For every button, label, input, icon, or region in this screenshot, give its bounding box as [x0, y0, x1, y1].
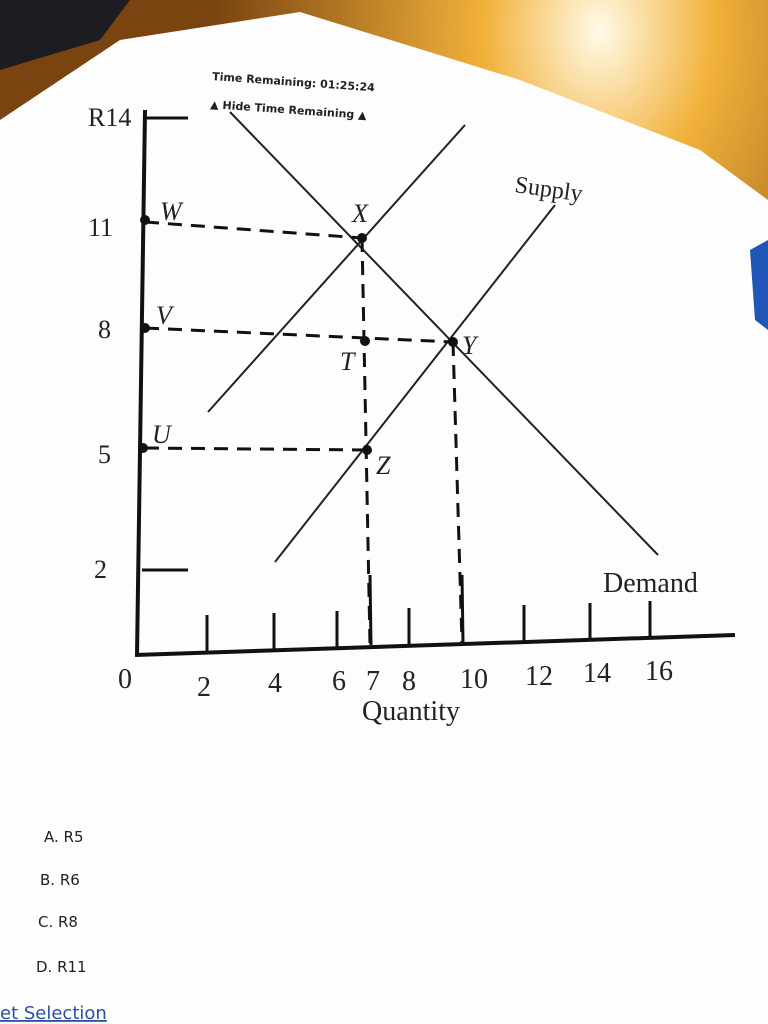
x-label: 2: [197, 672, 211, 703]
paper: [0, 12, 768, 1024]
x-labels: 0 2 4 6 7 8 10 12 14 16: [118, 656, 673, 703]
dashed-y: [451, 341, 464, 644]
y-label: 2: [94, 555, 107, 584]
x-label: 4: [268, 668, 282, 699]
option[interactable]: A. R5: [44, 828, 84, 846]
y-labels: R14 11 8 5 2: [88, 103, 131, 584]
demand: [229, 111, 659, 556]
point-label: V: [156, 301, 175, 330]
x-label: 10: [460, 664, 488, 695]
point-label: X: [351, 199, 369, 228]
x-axis: [134, 633, 736, 657]
y-label: 11: [88, 213, 113, 242]
link[interactable]: et Selection: [0, 1003, 107, 1024]
tick-7: [368, 574, 373, 646]
tick-9-5: [460, 574, 465, 644]
y-label: 5: [98, 440, 111, 469]
y-axis: [135, 109, 147, 656]
points: [138, 215, 458, 455]
point-label: T: [340, 347, 356, 376]
x-title: Quantity: [362, 696, 460, 727]
supply-2: [274, 204, 556, 563]
supply-1: [207, 124, 466, 413]
blue-object: [750, 240, 768, 330]
point-labels: W X V T Y U Z: [152, 197, 479, 480]
point-label: Y: [462, 331, 479, 360]
x-label: 8: [402, 666, 416, 697]
point-label: W: [160, 197, 184, 226]
y-label: R14: [88, 103, 131, 132]
option[interactable]: C. R8: [38, 913, 78, 931]
dashed-u: [144, 446, 368, 452]
x-ticks: [205, 601, 652, 652]
x-label: 0: [118, 664, 132, 695]
x-label: 6: [332, 666, 346, 697]
y-label: 8: [98, 315, 111, 344]
x-label: 12: [525, 661, 553, 692]
x-label: 7: [366, 666, 380, 697]
point-label: Z: [376, 451, 391, 480]
option[interactable]: B. R6: [40, 871, 80, 889]
x-label: 16: [645, 656, 673, 687]
options: A. R5 B. R6 C. R8 D. R11: [36, 828, 87, 976]
demand-label: Demand: [603, 568, 698, 599]
dark-corner: [0, 0, 130, 70]
x-label: 14: [583, 658, 611, 689]
option[interactable]: D. R11: [36, 958, 87, 976]
dashed-v: [144, 326, 454, 344]
dashed-w: [144, 220, 363, 240]
point-label: U: [152, 420, 173, 449]
